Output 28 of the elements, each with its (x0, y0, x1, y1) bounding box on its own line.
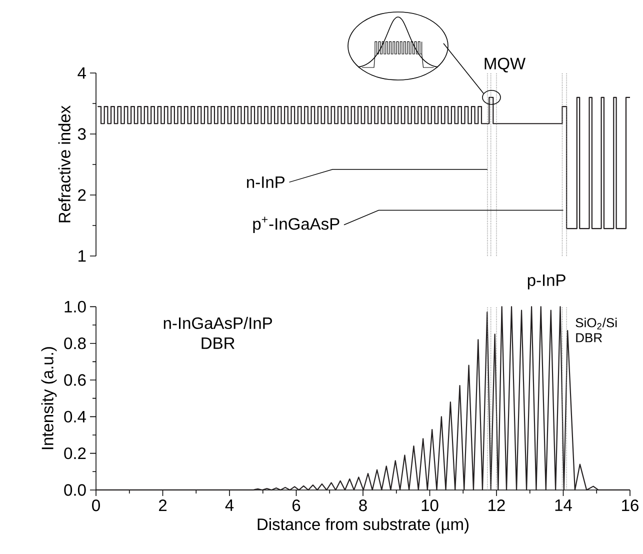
y-axis-title: Refractive index (58, 106, 70, 222)
y-axis-title: Intensity (a.u.) (41, 347, 57, 450)
y-tick-label: 3 (78, 128, 86, 140)
y-tick-label: 1.0 (64, 300, 86, 313)
annotation: n-InGaAsP/InP DBR (164, 316, 272, 349)
text: p-InP (528, 274, 566, 290)
y-tick-label: 4 (78, 67, 86, 79)
y-tick-label: 0.6 (64, 374, 86, 386)
annotation: SiO$_{2}$/Si DBR (576, 318, 617, 342)
x-tick-label: 10 (422, 500, 438, 512)
annotation: p$^{+}$-InGaAsP (253, 216, 340, 234)
x-tick-label: 4 (225, 500, 234, 511)
x-tick-label: 16 (622, 500, 638, 512)
x-tick-label: 0 (92, 500, 100, 512)
y-tick-label: 0.4 (64, 410, 86, 423)
y-tick-label: 2 (78, 189, 86, 201)
y-tick-label: 0.8 (64, 338, 86, 350)
x-tick-label: 8 (359, 500, 367, 512)
x-tick-label: 14 (555, 500, 572, 511)
x-tick-label: 2 (158, 500, 167, 512)
y-tick-label: 0.2 (64, 447, 86, 460)
x-tick-label: 6 (292, 500, 300, 512)
annotation: n-InP (247, 176, 284, 188)
x-axis-title: Distance from substrate (µm) (258, 518, 468, 534)
x-tick-label: 12 (488, 500, 505, 512)
y-tick-label: 0.0 (64, 484, 86, 496)
y-tick-label: 1 (78, 250, 86, 262)
annotation: MQW (484, 58, 526, 72)
